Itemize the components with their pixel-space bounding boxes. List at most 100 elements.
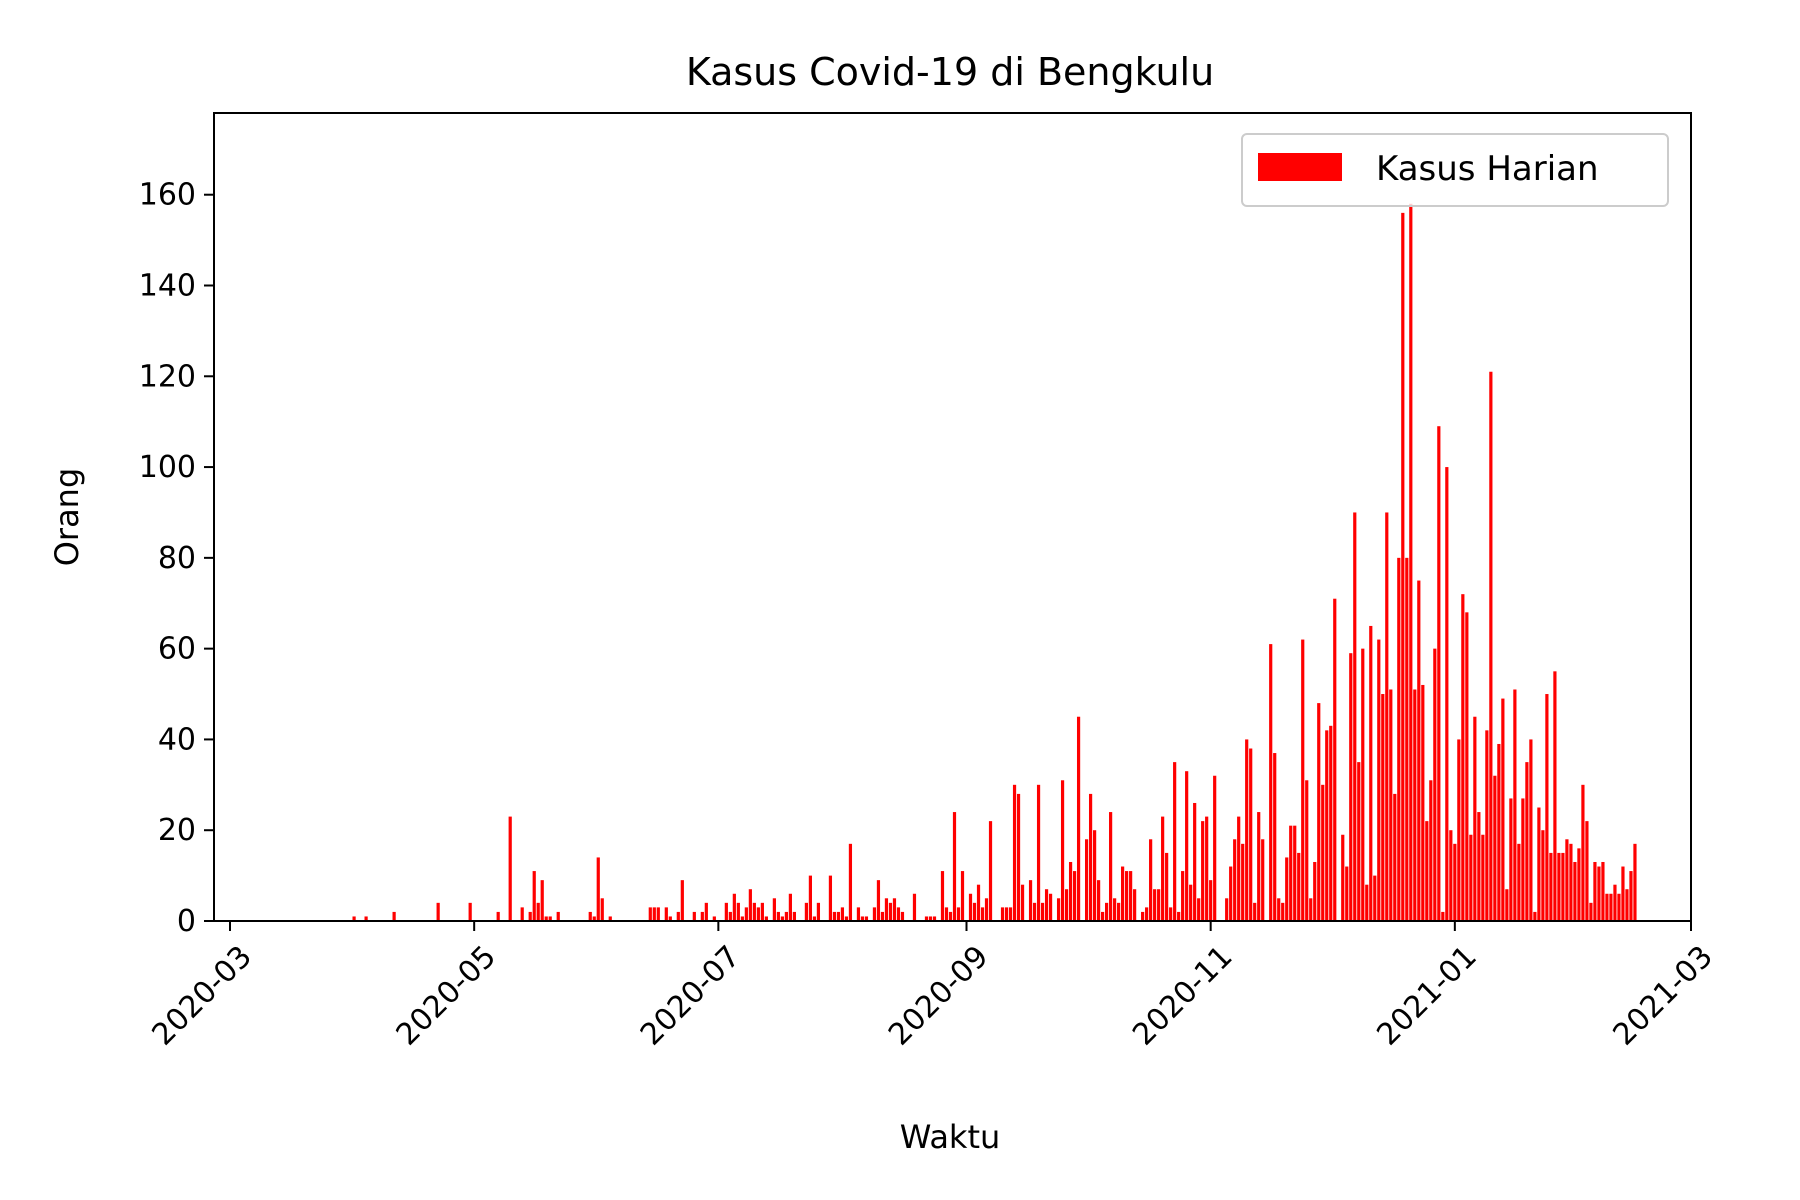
bar [1545,694,1549,921]
y-tick-label: 100 [139,450,196,485]
bar [1004,907,1009,921]
bar [832,911,837,921]
bar [680,880,684,921]
x-axis-title: Waktu [900,1118,1001,1156]
bar [1008,907,1013,921]
bar [1441,911,1445,921]
bar [1197,898,1201,921]
legend-label: Kasus Harian [1376,149,1599,189]
bar [1525,762,1529,921]
bar [1569,843,1573,921]
bar [940,871,945,921]
bar [1477,812,1481,921]
bar [1012,784,1017,921]
bar [836,911,841,921]
bar [1505,889,1509,921]
bar [528,911,532,921]
bar [732,893,736,921]
bar [1405,557,1409,921]
bar [1169,907,1173,921]
bar [812,916,817,921]
bar [760,902,764,921]
bar [1185,771,1189,921]
bar [1273,753,1277,921]
bar [828,875,833,921]
bar [1036,784,1041,921]
bar [1205,816,1209,921]
x-tick-label: 2020-09 [882,939,995,1052]
bar [1617,893,1621,921]
bar [1181,871,1185,921]
bar [880,911,885,921]
bar [736,902,740,921]
bar [1056,898,1061,921]
bar [1613,884,1617,921]
y-tick-label: 0 [177,904,196,939]
bar [540,880,544,921]
bar [1165,852,1169,921]
bar [976,884,981,921]
bar [1581,784,1585,921]
bar [744,907,748,921]
bar [848,843,853,921]
bar [1325,730,1329,921]
bar [808,875,812,921]
bar [1313,861,1317,921]
bar [1297,852,1301,921]
bar [1257,812,1261,921]
bar [704,902,708,921]
bar [1393,793,1397,921]
bar [1365,884,1369,921]
bar [740,916,744,921]
bar [792,911,796,921]
bar [656,907,660,921]
bar [392,911,396,921]
bar [968,893,973,921]
bar [1233,839,1237,921]
x-tick-label: 2021-01 [1370,939,1483,1052]
bar [1225,898,1229,921]
y-tick-label: 120 [139,359,196,394]
bar [1609,893,1613,921]
bar [932,916,937,921]
bar [1229,866,1233,921]
bar [1357,762,1361,921]
bar [1573,861,1577,921]
bar [876,880,881,921]
bar [944,907,949,921]
bar [1537,807,1541,921]
bar [1529,739,1533,921]
bar [1193,802,1197,921]
bar [1032,902,1037,921]
bar [1469,834,1473,921]
bar [1241,843,1245,921]
bar [1433,648,1437,921]
bar [1401,212,1405,921]
bar [984,898,989,921]
bar [608,916,612,921]
bar [1321,784,1325,921]
bar [804,902,808,921]
bar [1421,684,1425,921]
bar [1237,816,1241,921]
bar [536,902,540,921]
bar [752,902,756,921]
bar [1261,839,1265,921]
bar [844,916,849,921]
bar [912,893,917,921]
bar [1072,871,1077,921]
bar [1605,893,1609,921]
bar [1097,880,1101,921]
bar [1121,866,1125,921]
bar [1125,871,1129,921]
bar [1501,698,1505,921]
bar [896,907,901,921]
bar [1201,821,1205,921]
bar [1028,880,1033,921]
legend-swatch [1258,153,1342,181]
bar [948,911,953,921]
bar [1377,639,1381,921]
bar [1633,843,1637,921]
